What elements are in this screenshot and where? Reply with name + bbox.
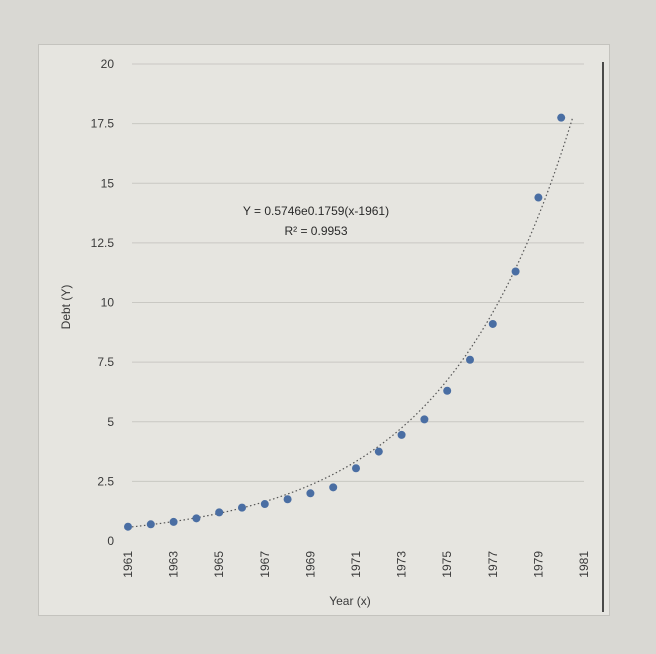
y-tick-label: 17.5	[91, 117, 115, 131]
x-tick-label: 1971	[349, 551, 363, 578]
data-point	[146, 520, 155, 529]
y-tick-label: 10	[101, 296, 115, 310]
data-point	[466, 355, 474, 364]
x-tick-label: 1967	[258, 551, 272, 578]
y-tick-label: 5	[107, 415, 114, 429]
data-point	[283, 495, 292, 504]
data-point	[374, 447, 383, 456]
data-point	[215, 508, 224, 517]
x-tick-label: 1981	[577, 551, 591, 578]
x-axis-label: Year (x)	[329, 594, 371, 608]
data-point	[557, 113, 566, 122]
x-tick-label: 1973	[395, 551, 409, 578]
data-point	[534, 193, 543, 202]
data-point	[511, 267, 520, 276]
data-point	[397, 430, 406, 439]
data-point	[352, 464, 360, 473]
y-tick-label: 20	[101, 57, 115, 71]
x-tick-label: 1975	[440, 551, 454, 578]
gridlines	[132, 63, 584, 482]
chart-paper	[38, 44, 610, 616]
x-tick-label: 1965	[212, 551, 226, 578]
y-tick-label: 7.5	[97, 355, 114, 369]
data-point	[238, 503, 246, 512]
data-points	[124, 113, 566, 531]
x-tick-label: 1977	[486, 551, 500, 578]
data-point	[260, 500, 269, 509]
x-tick-label: 1969	[303, 551, 317, 578]
data-point	[329, 483, 338, 492]
data-point	[192, 514, 201, 523]
data-point	[488, 319, 497, 328]
data-point	[443, 386, 452, 395]
equation-text: Y = 0.5746e0.1759(x-1961)	[243, 204, 389, 218]
trendline	[127, 117, 574, 528]
data-point	[420, 415, 429, 424]
data-point	[306, 489, 315, 498]
data-point	[124, 522, 132, 531]
r-squared-text: R² = 0.9953	[284, 224, 347, 238]
y-tick-label: 2.5	[97, 474, 114, 488]
y-axis-label: Debt (Y)	[59, 285, 73, 330]
y-tick-labels: 0 2.5 5 7.5 10 12.5 15 17.5 20	[91, 57, 115, 548]
y-tick-label: 0	[107, 534, 114, 548]
data-point	[169, 517, 178, 526]
x-tick-label: 1961	[121, 551, 135, 578]
x-tick-label: 1979	[531, 551, 545, 578]
y-tick-label: 12.5	[91, 236, 115, 250]
x-tick-labels: 1961 1963 1965 1967 1969 1971 1973 1975 1977 1979…	[121, 551, 591, 578]
y-tick-label: 15	[101, 176, 115, 190]
x-tick-label: 1963	[167, 551, 181, 578]
